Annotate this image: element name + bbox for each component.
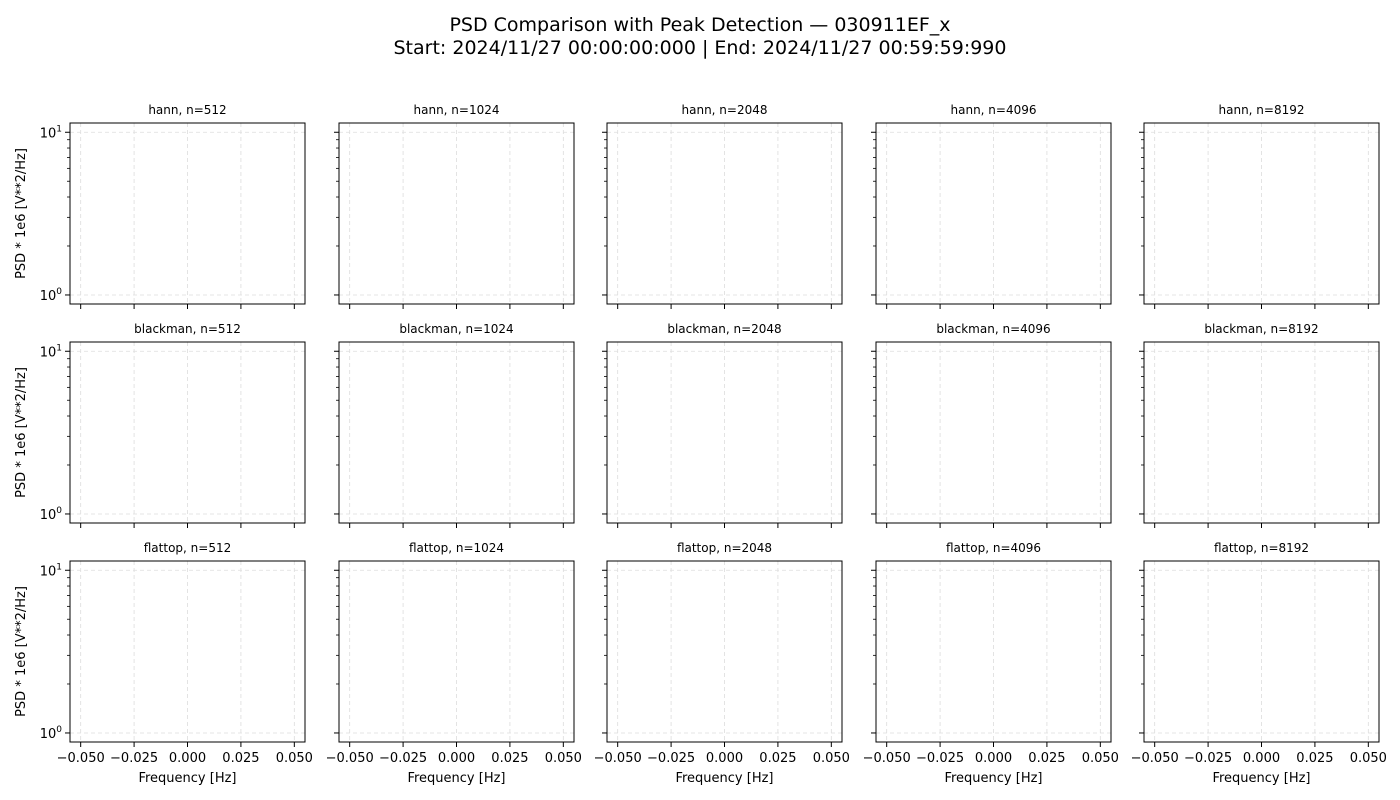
plot-area xyxy=(1144,561,1379,742)
x-tick-label: −0.025 xyxy=(916,751,964,766)
subplot-title: blackman, n=2048 xyxy=(667,322,781,336)
x-tick-label: 0.025 xyxy=(1028,751,1065,766)
panel-grid: 100 101 hann, n=512 PSD * 1e6 [V**2/Hz] hann… xyxy=(14,103,1387,786)
x-tick-label: −0.025 xyxy=(1184,751,1232,766)
x-tick-label: 0.000 xyxy=(706,751,743,766)
plot-area xyxy=(70,123,305,304)
subplot-blackman-n4096: blackman, n=4096 xyxy=(871,322,1112,528)
y-tick-label: 100 xyxy=(40,725,63,742)
subplot-title: blackman, n=4096 xyxy=(936,322,1050,336)
subplot-flattop-n1024: −0.050 −0.025 0.000 0.025 0.050 flattop, n=10… xyxy=(326,541,582,786)
y-axis-label: PSD * 1e6 [V**2/Hz] xyxy=(14,148,29,279)
x-tick-label: 0.050 xyxy=(1350,751,1387,766)
x-tick-label: 0.000 xyxy=(975,751,1012,766)
subplot-blackman-n1024: blackman, n=1024 xyxy=(334,322,575,528)
x-tick-label: −0.050 xyxy=(326,751,374,766)
x-tick-label: 0.050 xyxy=(276,751,313,766)
figure-title: PSD Comparison with Peak Detection — 030… xyxy=(449,14,950,36)
x-tick-label: −0.025 xyxy=(379,751,427,766)
plot-area xyxy=(607,561,842,742)
y-tick-label: 101 xyxy=(40,562,62,579)
plot-area xyxy=(339,342,574,523)
subplot-hann-n4096: hann, n=4096 xyxy=(871,103,1112,309)
plot-area xyxy=(1144,123,1379,304)
x-tick-label: 0.050 xyxy=(813,751,850,766)
subplot-title: blackman, n=8192 xyxy=(1204,322,1318,336)
x-tick-label: −0.025 xyxy=(110,751,158,766)
subplot-title: flattop, n=512 xyxy=(144,541,231,555)
x-tick-label: 0.025 xyxy=(759,751,796,766)
y-tick-label: 100 xyxy=(40,506,63,523)
subplot-flattop-n4096: −0.050 −0.025 0.000 0.025 0.050 flattop, n=40… xyxy=(863,541,1119,786)
x-tick-label: 0.000 xyxy=(438,751,475,766)
y-axis-label: PSD * 1e6 [V**2/Hz] xyxy=(14,586,29,717)
plot-area xyxy=(607,342,842,523)
y-tick-label: 101 xyxy=(40,343,62,360)
subplot-title: hann, n=512 xyxy=(148,103,226,117)
subplot-hann-n1024: hann, n=1024 xyxy=(334,103,575,309)
figure-subtitle: Start: 2024/11/27 00:00:00:000 | End: 20… xyxy=(394,37,1007,59)
subplot-blackman-n8192: blackman, n=8192 xyxy=(1139,322,1380,528)
subplot-title: hann, n=8192 xyxy=(1219,103,1305,117)
x-tick-label: −0.050 xyxy=(1131,751,1179,766)
subplot-title: hann, n=1024 xyxy=(414,103,500,117)
subplot-title: hann, n=4096 xyxy=(951,103,1037,117)
subplot-flattop-n8192: −0.050 −0.025 0.000 0.025 0.050 flattop, n=81… xyxy=(1131,541,1387,786)
subplot-title: flattop, n=1024 xyxy=(409,541,504,555)
subplot-title: flattop, n=4096 xyxy=(946,541,1041,555)
x-tick-label: −0.050 xyxy=(57,751,105,766)
subplot-title: blackman, n=512 xyxy=(134,322,241,336)
x-axis-label: Frequency [Hz] xyxy=(944,771,1042,786)
x-tick-label: −0.050 xyxy=(594,751,642,766)
x-tick-label: 0.025 xyxy=(222,751,259,766)
x-axis-label: Frequency [Hz] xyxy=(675,771,773,786)
plot-area xyxy=(339,123,574,304)
plot-area xyxy=(876,123,1111,304)
subplot-blackman-n2048: blackman, n=2048 xyxy=(602,322,843,528)
subplot-flattop-n2048: −0.050 −0.025 0.000 0.025 0.050 flattop, n=20… xyxy=(594,541,850,786)
x-tick-label: 0.025 xyxy=(491,751,528,766)
y-axis-label: PSD * 1e6 [V**2/Hz] xyxy=(14,367,29,498)
y-tick-label: 101 xyxy=(40,124,62,141)
x-tick-label: 0.050 xyxy=(545,751,582,766)
x-tick-label: 0.000 xyxy=(1243,751,1280,766)
x-tick-label: 0.025 xyxy=(1296,751,1333,766)
subplot-title: flattop, n=8192 xyxy=(1214,541,1309,555)
subplot-blackman-n512: 100 101 blackman, n=512 PSD * 1e6 [V**2/Hz] xyxy=(14,322,306,528)
x-tick-label: −0.050 xyxy=(863,751,911,766)
x-tick-label: 0.050 xyxy=(1082,751,1119,766)
subplot-title: blackman, n=1024 xyxy=(399,322,513,336)
plot-area xyxy=(1144,342,1379,523)
subplot-hann-n512: 100 101 hann, n=512 PSD * 1e6 [V**2/Hz] xyxy=(14,103,306,309)
y-tick-label: 100 xyxy=(40,287,63,304)
x-axis-label: Frequency [Hz] xyxy=(138,771,236,786)
x-tick-label: −0.025 xyxy=(647,751,695,766)
subplot-title: hann, n=2048 xyxy=(682,103,768,117)
plot-area xyxy=(607,123,842,304)
plot-area xyxy=(876,342,1111,523)
x-axis-label: Frequency [Hz] xyxy=(1212,771,1310,786)
subplot-hann-n2048: hann, n=2048 xyxy=(602,103,843,309)
x-tick-label: 0.000 xyxy=(169,751,206,766)
subplot-title: flattop, n=2048 xyxy=(677,541,772,555)
plot-area xyxy=(339,561,574,742)
subplot-flattop-n512: −0.050 −0.025 0.000 0.025 0.050 100 101 flattop… xyxy=(14,541,313,786)
plot-area xyxy=(70,342,305,523)
subplot-hann-n8192: hann, n=8192 xyxy=(1139,103,1380,309)
plot-area xyxy=(876,561,1111,742)
x-axis-label: Frequency [Hz] xyxy=(407,771,505,786)
plot-area xyxy=(70,561,305,742)
